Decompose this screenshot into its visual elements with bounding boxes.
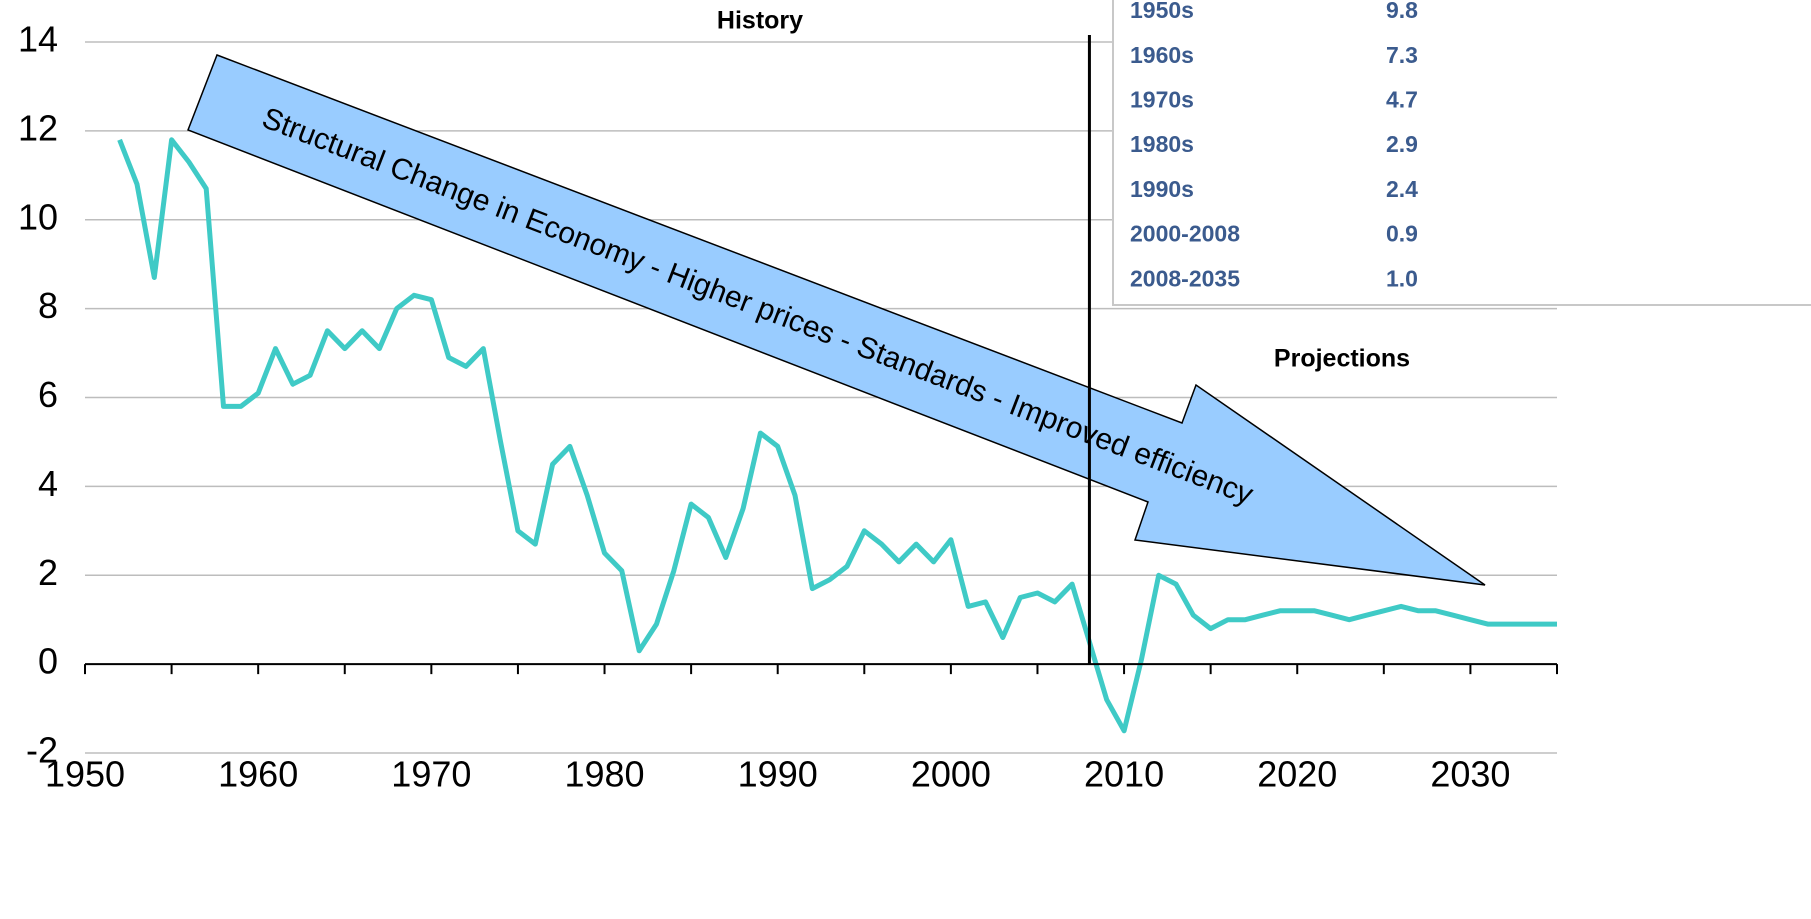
table-label: 1970s bbox=[1130, 86, 1194, 112]
table-value: 4.7 bbox=[1386, 86, 1418, 112]
x-tick-label: 1950 bbox=[45, 754, 125, 795]
y-tick-label: 0 bbox=[38, 641, 58, 682]
y-tick-label: 8 bbox=[38, 285, 58, 326]
y-tick-label: 6 bbox=[38, 374, 58, 415]
data-line bbox=[117, 137, 1557, 734]
projections-label: Projections bbox=[1274, 345, 1410, 373]
y-tick-label: 10 bbox=[18, 196, 58, 237]
table-label: 2000-2008 bbox=[1130, 221, 1240, 247]
table-label: 1990s bbox=[1130, 176, 1194, 202]
table-value: 2.9 bbox=[1386, 131, 1418, 157]
y-tick-label: -2 bbox=[26, 730, 58, 771]
x-tick-label: 1960 bbox=[218, 754, 298, 795]
table-value: 9.8 bbox=[1386, 0, 1418, 23]
x-tick-label: 2000 bbox=[911, 754, 991, 795]
y-tick-label: 2 bbox=[38, 552, 58, 593]
table-label: 1950s bbox=[1130, 0, 1194, 23]
table-value: 0.9 bbox=[1386, 221, 1418, 247]
x-tick-label: 2020 bbox=[1257, 754, 1337, 795]
table-value: 7.3 bbox=[1386, 42, 1418, 68]
x-tick-label: 2010 bbox=[1084, 754, 1164, 795]
x-tick-label: 1990 bbox=[738, 754, 818, 795]
y-tick-label: 12 bbox=[18, 107, 58, 148]
table-label: 2008-2035 bbox=[1130, 265, 1240, 291]
y-tick-label: 14 bbox=[18, 19, 58, 60]
x-tick-label: 2030 bbox=[1430, 754, 1510, 795]
table-label: 1960s bbox=[1130, 42, 1194, 68]
table-box bbox=[1112, 0, 1811, 306]
table-value: 2.4 bbox=[1386, 176, 1418, 202]
x-tick-label: 1980 bbox=[564, 754, 644, 795]
arrow bbox=[187, 54, 1486, 586]
y-tick-label: 4 bbox=[38, 463, 58, 504]
table-value: 1.0 bbox=[1386, 265, 1418, 291]
table-label: 1980s bbox=[1130, 131, 1194, 157]
x-tick-label: 1970 bbox=[391, 754, 471, 795]
history-label: History bbox=[717, 7, 803, 35]
